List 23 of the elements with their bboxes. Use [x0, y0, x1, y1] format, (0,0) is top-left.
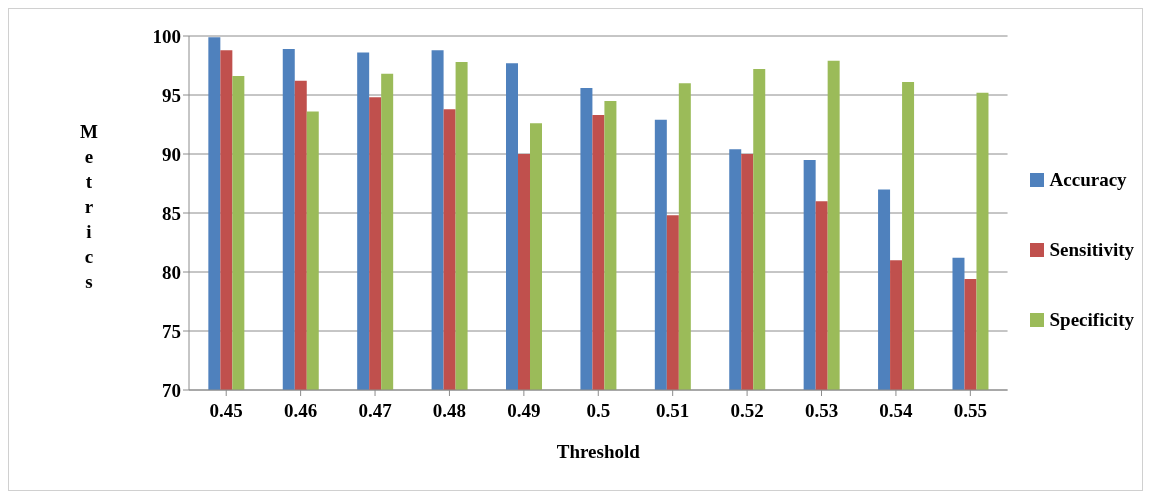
y-tick-label: 75 — [162, 320, 181, 342]
y-axis-title: Metrics — [80, 121, 99, 292]
y-tick-label: 100 — [152, 25, 181, 47]
x-tick-label: 0.52 — [730, 400, 764, 422]
y-tick-label: 95 — [162, 84, 181, 106]
x-tick-label: 0.48 — [432, 400, 467, 422]
y-tick-label: 80 — [162, 261, 181, 283]
x-tick-label: 0.5 — [586, 400, 611, 422]
y-tick-label: 70 — [162, 379, 181, 401]
legend-label: Specificity — [1049, 308, 1134, 331]
legend-label: Sensitivity — [1049, 238, 1134, 261]
y-tick-label: 85 — [162, 202, 181, 224]
x-tick-label: 0.54 — [879, 400, 914, 422]
x-axis-title: Threshold — [556, 441, 641, 462]
legend-label: Accuracy — [1049, 168, 1127, 191]
x-tick-label: 0.49 — [507, 400, 541, 422]
x-tick-label: 0.55 — [953, 400, 987, 422]
x-tick-label: 0.45 — [209, 400, 243, 422]
x-tick-label: 0.46 — [284, 400, 318, 422]
y-tick-label: 90 — [162, 143, 181, 165]
x-tick-label: 0.53 — [804, 400, 839, 422]
x-tick-label: 0.47 — [358, 400, 393, 422]
x-tick-label: 0.51 — [656, 400, 690, 422]
